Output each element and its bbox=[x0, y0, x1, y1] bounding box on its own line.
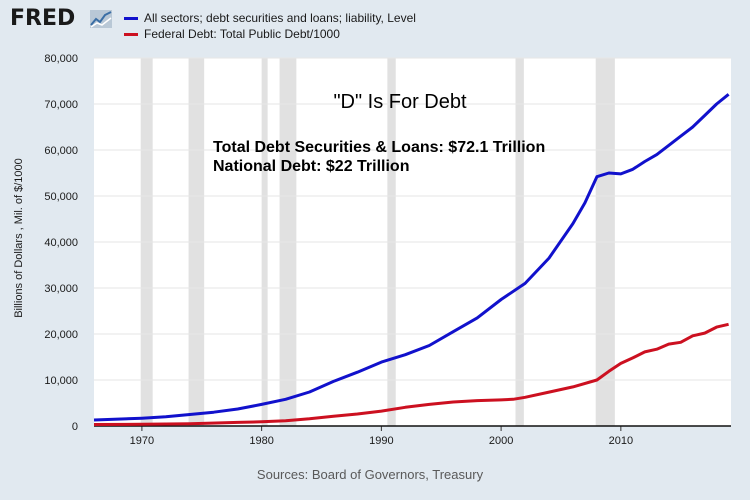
y-tick-label: 60,000 bbox=[44, 145, 78, 157]
legend-label-series-2: Federal Debt: Total Public Debt/1000 bbox=[144, 27, 340, 41]
y-tick-label: 70,000 bbox=[44, 99, 78, 111]
y-tick-label: 50,000 bbox=[44, 191, 78, 203]
x-tick-label: 1980 bbox=[249, 435, 273, 447]
chart-title: "D" Is For Debt bbox=[333, 91, 467, 113]
series-line-1 bbox=[93, 93, 730, 422]
legend: All sectors; debt securities and loans; … bbox=[124, 10, 416, 42]
legend-item-series-2: Federal Debt: Total Public Debt/1000 bbox=[124, 26, 416, 42]
x-tick-label: 1970 bbox=[130, 435, 154, 447]
y-tick-label: 10,000 bbox=[44, 375, 78, 387]
y-tick-label: 30,000 bbox=[44, 283, 78, 295]
legend-label-series-1: All sectors; debt securities and loans; … bbox=[144, 11, 416, 25]
x-tick-label: 2000 bbox=[489, 435, 513, 447]
fred-logo: FRED bbox=[10, 6, 76, 31]
y-tick-label: 80,000 bbox=[44, 53, 78, 65]
x-tick-label: 1990 bbox=[369, 435, 393, 447]
legend-item-series-1: All sectors; debt securities and loans; … bbox=[124, 10, 416, 26]
source-note: Sources: Board of Governors, Treasury bbox=[256, 467, 484, 482]
annotation-national-debt: National Debt: $22 Trillion bbox=[213, 158, 409, 175]
annotation-total-debt: Total Debt Securities & Loans: $72.1 Tri… bbox=[213, 139, 545, 156]
legend-swatch-series-1 bbox=[124, 16, 138, 20]
fred-chart-icon bbox=[90, 10, 112, 28]
y-tick-label: 40,000 bbox=[44, 237, 78, 249]
x-tick-label: 2010 bbox=[609, 435, 633, 447]
y-tick-label: 0 bbox=[72, 421, 78, 433]
y-tick-label: 20,000 bbox=[44, 329, 78, 341]
series-line-2 bbox=[93, 322, 729, 426]
legend-swatch-series-2 bbox=[124, 32, 138, 36]
